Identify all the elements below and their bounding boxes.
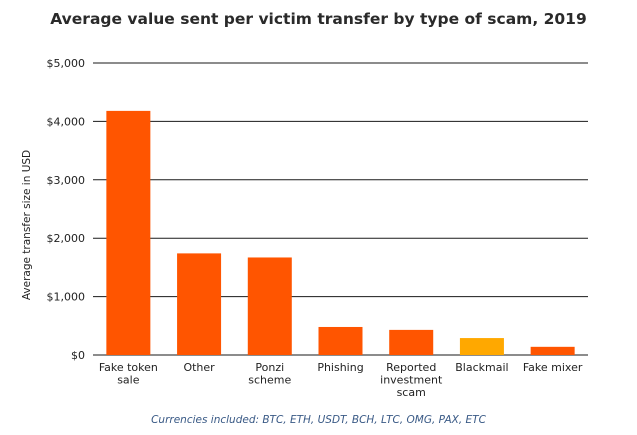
y-axis-ticks: $0 $1,000 $2,000 $3,000 $4,000 $5,000 <box>47 57 86 362</box>
bar <box>459 338 504 355</box>
x-category-label: Reported investment scam <box>380 361 443 399</box>
chart-title: Average value sent per victim transfer b… <box>50 10 587 28</box>
y-tick-label: $2,000 <box>47 232 86 245</box>
bar <box>177 253 222 355</box>
bar <box>106 110 151 355</box>
currencies-footnote: Currencies included: BTC, ETH, USDT, BCH… <box>151 414 486 426</box>
y-tick-label: $0 <box>71 349 85 362</box>
y-tick-label: $5,000 <box>47 57 86 70</box>
y-tick-label: $4,000 <box>47 115 86 128</box>
bar <box>318 326 363 355</box>
y-axis-label: Average transfer size in USD <box>21 150 33 300</box>
y-tick-label: $3,000 <box>47 174 86 187</box>
x-axis-labels: Fake token sale Other Ponzi scheme Phishing Re… <box>99 361 583 399</box>
gridlines <box>93 62 588 356</box>
x-category-label: Blackmail <box>455 361 508 374</box>
y-tick-label: $1,000 <box>47 291 86 304</box>
x-category-label: Fake mixer <box>523 361 583 374</box>
x-category-label: Fake token sale <box>99 361 158 387</box>
bar <box>247 257 292 355</box>
x-category-label: Other <box>183 361 215 374</box>
bar <box>530 346 575 355</box>
bars <box>106 110 575 355</box>
x-category-label: Phishing <box>317 361 363 374</box>
x-category-label: Ponzi scheme <box>248 361 291 387</box>
bar <box>389 329 434 355</box>
